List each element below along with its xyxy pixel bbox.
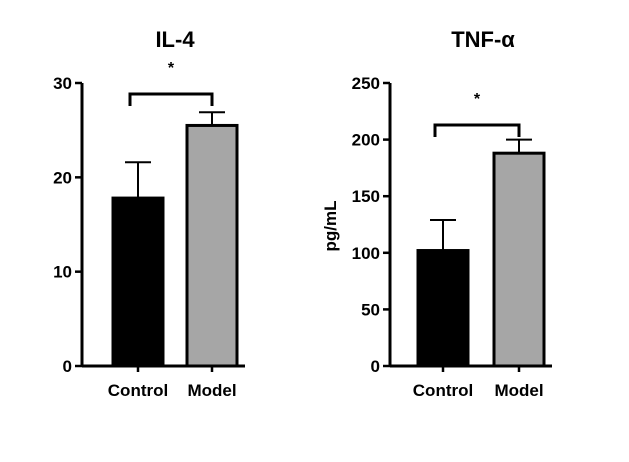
il4-title: IL-4 xyxy=(155,27,195,52)
tnf-y-axis-label: pg/mL xyxy=(321,201,340,252)
significance-bracket xyxy=(433,123,521,137)
significance-star: * xyxy=(168,60,175,77)
significance-star: * xyxy=(474,91,481,108)
y-tick-label: 0 xyxy=(371,357,380,376)
x-tick-label-model: Model xyxy=(187,381,236,400)
y-tick-label: 100 xyxy=(352,244,380,263)
x-tick-label-control: Control xyxy=(413,381,473,400)
y-tick-label: 50 xyxy=(361,300,380,319)
y-tick-label: 200 xyxy=(352,131,380,150)
y-tick-label: 10 xyxy=(53,263,72,282)
tnf-title: TNF-α xyxy=(451,27,515,52)
bar-model xyxy=(185,123,239,368)
x-tick-label-control: Control xyxy=(108,381,168,400)
y-tick-label: 150 xyxy=(352,187,380,206)
bar-model xyxy=(492,151,546,368)
x-tick-label-model: Model xyxy=(494,381,543,400)
y-tick-label: 250 xyxy=(352,74,380,93)
bar-control xyxy=(111,196,165,368)
bar-control xyxy=(416,249,470,368)
tnf-panel: TNF-α pg/mL 0 50 100 150 200 250 Control Model * xyxy=(321,27,552,400)
significance-bracket xyxy=(128,92,214,106)
y-tick-label: 30 xyxy=(53,74,72,93)
y-tick-label: 20 xyxy=(53,168,72,187)
il4-panel: IL-4 0 10 20 30 Control Model * xyxy=(53,27,245,400)
y-tick-label: 0 xyxy=(63,357,72,376)
